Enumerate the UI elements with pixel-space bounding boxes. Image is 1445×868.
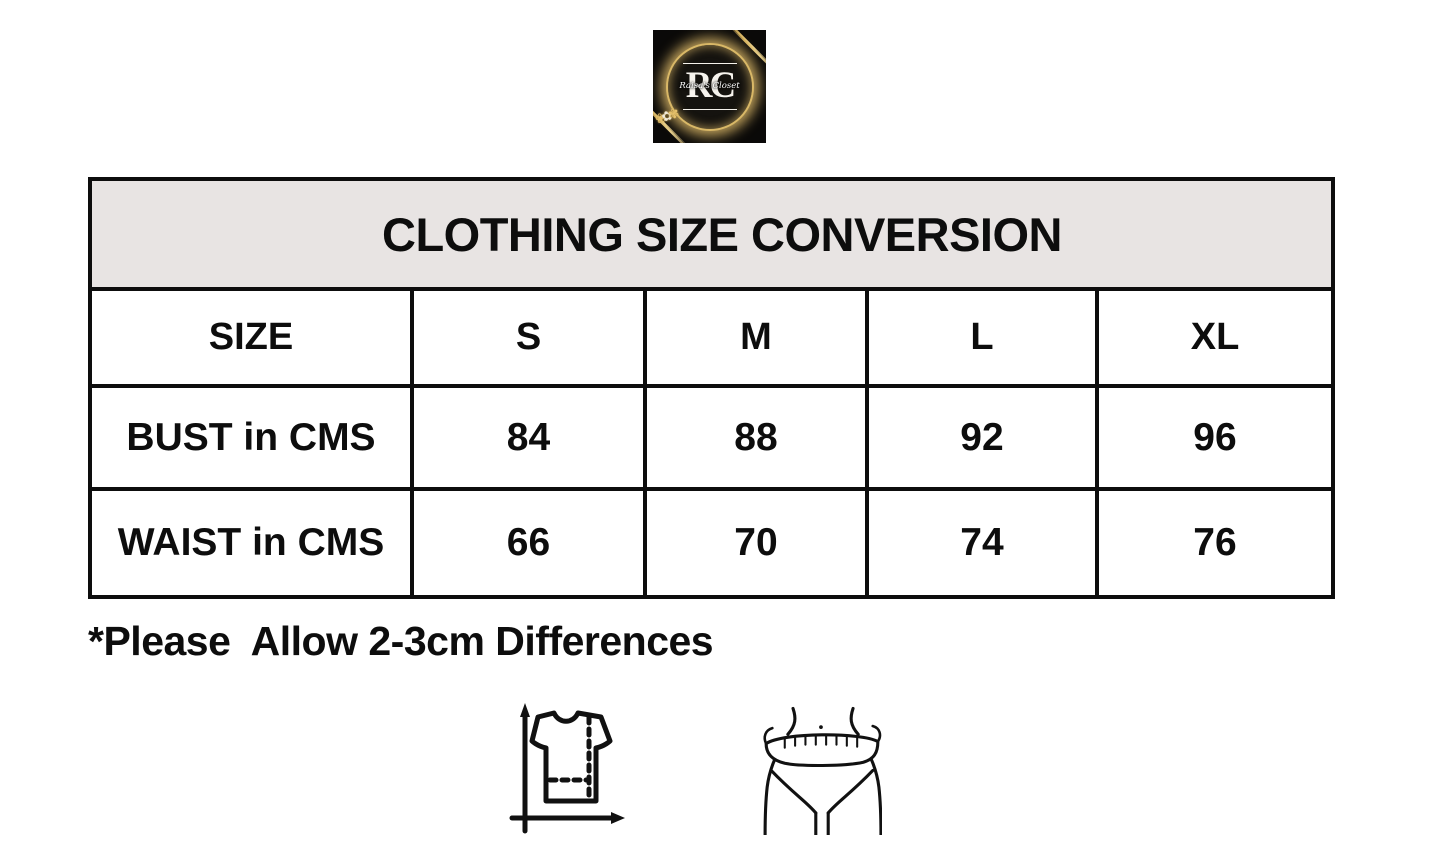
table-title: CLOTHING SIZE CONVERSION <box>88 177 1335 291</box>
brand-logo: RC Raisa's Closet ❀✿✾ <box>653 30 766 143</box>
monogram-rule-top <box>682 63 737 67</box>
header-cell-m: M <box>643 287 869 388</box>
table-row-bust: BUST in CMS 84 88 92 96 <box>88 384 1335 491</box>
header-cell-s: S <box>410 287 647 388</box>
bust-value-m: 88 <box>643 384 869 491</box>
monogram-rule-bottom <box>682 106 737 110</box>
shirt-measurement-icon <box>509 703 625 834</box>
logo-gold-ring: RC Raisa's Closet <box>665 42 754 131</box>
waist-value-s: 66 <box>410 487 647 599</box>
row-label-waist: WAIST in CMS <box>88 487 414 599</box>
header-cell-xl: XL <box>1095 287 1335 388</box>
logo-script-name: Raisa's Closet <box>679 80 740 91</box>
size-conversion-table: CLOTHING SIZE CONVERSION SIZE S M L XL B… <box>88 177 1335 599</box>
header-cell-size: SIZE <box>88 287 414 388</box>
waist-value-m: 70 <box>643 487 869 599</box>
logo-flower-decoration: ❀✿✾ <box>653 106 678 127</box>
tolerance-note: *Please Allow 2-3cm Differences <box>88 618 714 664</box>
logo-monogram: RC <box>685 65 736 106</box>
table-title-row: CLOTHING SIZE CONVERSION <box>88 177 1335 291</box>
table-row-waist: WAIST in CMS 66 70 74 76 <box>88 487 1335 599</box>
waist-value-l: 74 <box>865 487 1099 599</box>
waist-tape-measure-icon <box>763 706 882 835</box>
row-label-bust: BUST in CMS <box>88 384 414 491</box>
waist-value-xl: 76 <box>1095 487 1335 599</box>
bust-value-l: 92 <box>865 384 1099 491</box>
table-header-row: SIZE S M L XL <box>88 287 1335 388</box>
header-cell-l: L <box>865 287 1099 388</box>
bust-value-s: 84 <box>410 384 647 491</box>
bust-value-xl: 96 <box>1095 384 1335 491</box>
